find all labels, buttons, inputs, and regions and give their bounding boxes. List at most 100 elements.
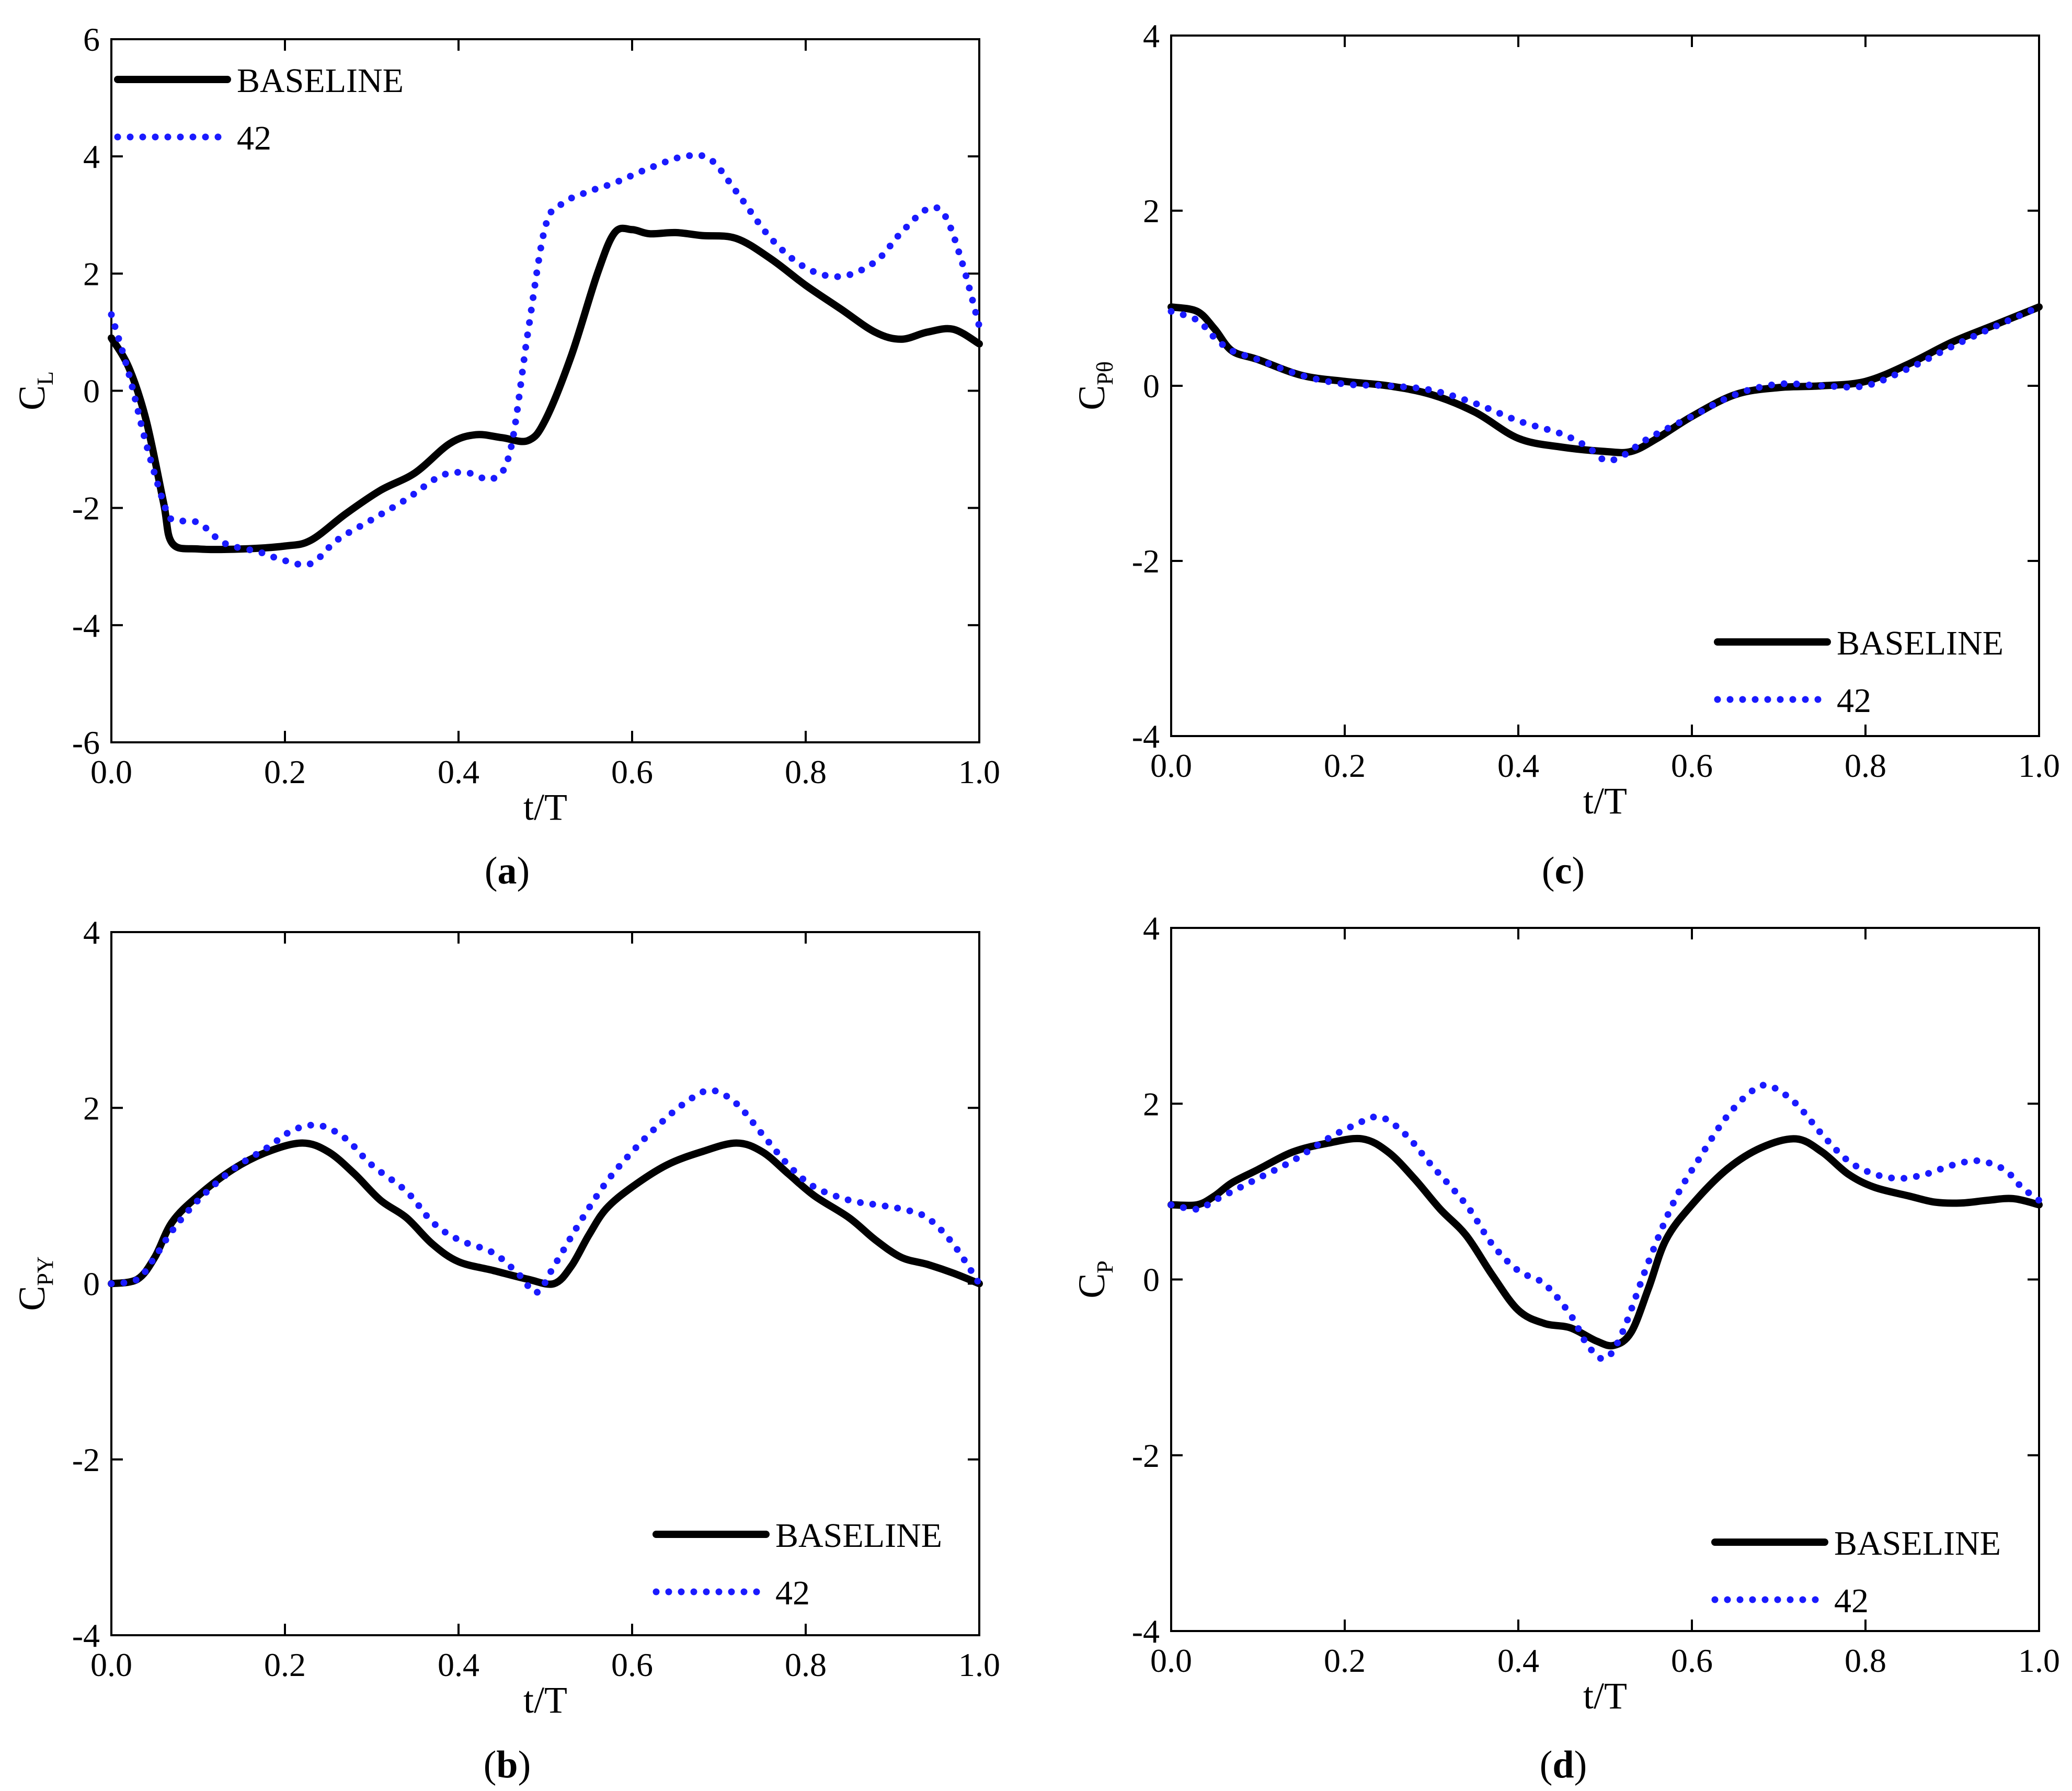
x-tick-label: 0.4 [438, 753, 479, 790]
y-axis-title-main: C [1071, 1273, 1113, 1299]
panel-caption: (a) [485, 849, 530, 892]
x-tick-label: 0.4 [1497, 1642, 1539, 1679]
y-axis-title-sub: PY [32, 1256, 58, 1285]
y-tick-label: -2 [1132, 543, 1160, 580]
series-line-case [1167, 303, 2043, 464]
x-tick-label: 0.8 [785, 753, 827, 790]
y-tick-label: -2 [1132, 1437, 1160, 1474]
y-tick-label: 0 [1143, 368, 1160, 405]
x-tick-label: 0.4 [438, 1646, 479, 1683]
x-tick-label: 0.4 [1497, 747, 1539, 784]
y-tick-label: 6 [83, 21, 100, 58]
y-axis-title-main: C [1071, 385, 1113, 410]
series-line-baseline [108, 224, 983, 554]
y-tick-label: 2 [83, 255, 100, 292]
x-tick-label: 0.0 [90, 753, 132, 790]
y-axis-title-sub: Pθ [1092, 361, 1118, 385]
caption-close: ) [518, 1743, 531, 1786]
y-tick-label: -4 [72, 1617, 100, 1654]
legend-label: 42 [1834, 1582, 1869, 1620]
y-tick-label: 0 [83, 373, 100, 410]
series-line-baseline [1167, 1134, 2043, 1350]
caption-letter: a [498, 849, 517, 892]
legend: BASELINE 42 [1711, 1524, 2001, 1620]
x-tick-label: 0.8 [785, 1646, 827, 1683]
x-tick-label: 0.2 [1324, 747, 1366, 784]
legend-label: BASELINE [1837, 624, 2004, 662]
y-axis-title-main: C [11, 1286, 53, 1311]
y-tick-label: 2 [1143, 1085, 1160, 1122]
x-axis-title: t/T [523, 1679, 567, 1721]
y-tick-label: -4 [1132, 718, 1160, 755]
x-tick-label: 0.0 [90, 1646, 132, 1683]
series-line-case [1167, 1082, 2043, 1362]
panel-caption: (c) [1542, 849, 1585, 892]
legend-label: 42 [775, 1574, 810, 1612]
x-tick-label: 0.0 [1150, 1642, 1192, 1679]
x-tick-label: 0.2 [264, 1646, 306, 1683]
y-tick-label: 4 [1143, 17, 1160, 54]
series-line-baseline [1167, 303, 2043, 456]
caption-open: ( [1542, 849, 1555, 892]
y-tick-label: -2 [72, 490, 100, 527]
legend-label: BASELINE [237, 62, 404, 100]
caption-open: ( [484, 1743, 497, 1786]
y-axis-title-sub: L [32, 371, 58, 385]
x-tick-label: 0.2 [264, 753, 306, 790]
x-tick-label: 0.6 [1671, 1642, 1713, 1679]
chart-panel-a: 0.0 0.2 0.4 0.6 0.8 1.0 -6 -4 -2 0 2 4 6 t/T CL BASELIN… [11, 21, 1000, 892]
caption-letter: c [1555, 849, 1572, 892]
caption-close: ) [517, 849, 530, 892]
y-tick-label: 4 [83, 138, 100, 175]
y-axis-title: CPθ [1071, 361, 1118, 410]
x-tick-label: 0.0 [1150, 747, 1192, 784]
x-tick-label: 0.6 [611, 753, 653, 790]
caption-letter: d [1552, 1743, 1574, 1786]
x-tick-label: 1.0 [2018, 747, 2060, 784]
chart-panel-c: 0.0 0.2 0.4 0.6 0.8 1.0 -4 -2 0 2 4 t/T CPθ BASELINE 4… [1071, 17, 2060, 892]
x-tick-label: 0.8 [1845, 1642, 1886, 1679]
x-tick-label: 0.8 [1845, 747, 1886, 784]
panel-caption: (d) [1540, 1743, 1587, 1786]
legend-label: BASELINE [1834, 1524, 2001, 1563]
legend-label: 42 [1837, 682, 1871, 720]
y-tick-label: -4 [1132, 1613, 1160, 1650]
caption-open: ( [485, 849, 498, 892]
x-tick-label: 0.2 [1324, 1642, 1366, 1679]
panel-caption: (b) [484, 1743, 531, 1786]
y-tick-label: 2 [83, 1089, 100, 1127]
x-tick-label: 1.0 [958, 753, 1000, 790]
y-axis-title: CPY [11, 1256, 58, 1311]
y-axis-title-main: C [11, 385, 53, 410]
y-tick-label: -6 [72, 724, 100, 761]
x-tick-label: 1.0 [958, 1646, 1000, 1683]
y-tick-label: -4 [72, 607, 100, 644]
legend-label: 42 [237, 119, 271, 157]
y-tick-label: 2 [1143, 192, 1160, 229]
caption-close: ) [1572, 849, 1585, 892]
y-tick-label: -2 [72, 1441, 100, 1478]
y-tick-label: 4 [83, 914, 100, 951]
chart-panel-b: 0.0 0.2 0.4 0.6 0.8 1.0 -4 -2 0 2 4 t/T CPY BASELINE 4… [11, 914, 1000, 1786]
y-axis-title: CL [11, 371, 58, 410]
series-line-case [108, 1087, 983, 1296]
x-tick-label: 0.6 [611, 1646, 653, 1683]
caption-close: ) [1574, 1743, 1587, 1786]
legend: BASELINE 42 [114, 62, 404, 157]
caption-open: ( [1540, 1743, 1553, 1786]
caption-letter: b [496, 1743, 518, 1786]
x-tick-label: 0.6 [1671, 747, 1713, 784]
x-axis-title: t/T [1583, 1675, 1627, 1717]
legend-label: BASELINE [775, 1517, 942, 1555]
legend: BASELINE 42 [1714, 624, 2004, 720]
x-tick-label: 1.0 [2018, 1642, 2060, 1679]
x-axis-title: t/T [523, 786, 567, 828]
y-axis-title: CP [1071, 1260, 1118, 1299]
legend: BASELINE 42 [652, 1517, 942, 1612]
series-line-baseline [108, 1139, 983, 1288]
chart-panel-d: 0.0 0.2 0.4 0.6 0.8 1.0 -4 -2 0 2 4 t/T CP BASELINE 42… [1071, 910, 2060, 1786]
series-line-case [108, 152, 983, 569]
y-axis-title-sub: P [1092, 1260, 1118, 1273]
y-tick-label: 0 [1143, 1261, 1160, 1299]
